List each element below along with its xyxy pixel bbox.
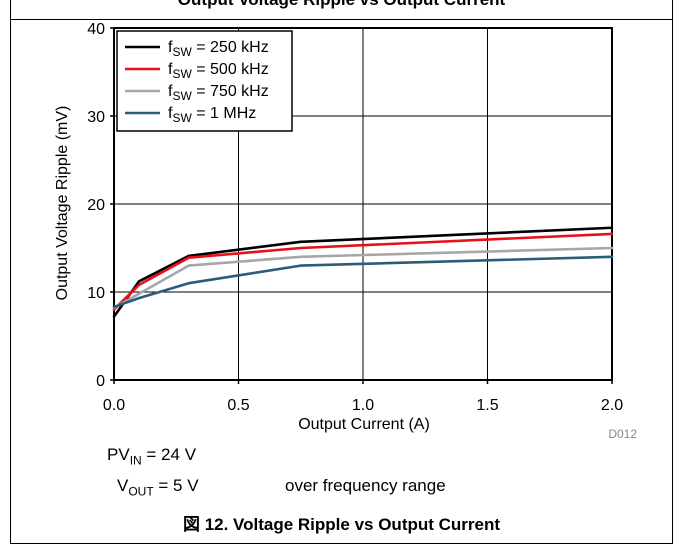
vout-main: V	[117, 476, 129, 495]
y-tick-label: 40	[87, 21, 105, 38]
legend-label-2: fSW = 750 kHz	[168, 83, 269, 103]
grid-layer	[114, 28, 612, 380]
series-line-1	[112, 232, 614, 311]
pvin-sub: IN	[129, 453, 142, 468]
pvin-value: = 24 V	[141, 445, 197, 464]
x-tick-label: 2.0	[601, 397, 623, 414]
x-axis-label: Output Current (A)	[298, 416, 430, 433]
legend-label-1: fSW = 500 kHz	[168, 61, 269, 81]
y-tick-label: 10	[87, 285, 105, 302]
x-tick-label: 0.0	[103, 397, 125, 414]
pvin-main: PV	[107, 445, 130, 464]
axis-layer: 0.0 0.5 1.0 1.5 2.0 0 10 20 30 40	[87, 21, 623, 414]
x-tick-label: 1.0	[352, 397, 374, 414]
figure-header-title: Output Voltage Ripple vs Output Current	[10, 0, 673, 10]
legend-label-3: fSW = 1 MHz	[168, 105, 256, 125]
vout-condition: VOUT = 5 V	[117, 476, 199, 498]
vout-sub: OUT	[128, 484, 154, 499]
y-tick-label: 20	[87, 197, 105, 214]
figure-code: D012	[608, 427, 637, 441]
y-tick-label: 0	[96, 373, 105, 390]
y-axis-label: Output Voltage Ripple (mV)	[54, 106, 71, 301]
series-layer	[112, 226, 614, 318]
x-tick-label: 0.5	[227, 397, 249, 414]
figure-caption: 図 12. Voltage Ripple vs Output Current	[182, 515, 501, 534]
vout-value: = 5 V	[153, 476, 199, 495]
legend-label-0: fSW = 250 kHz	[168, 39, 269, 59]
y-tick-label: 30	[87, 109, 105, 126]
series-line-2	[112, 246, 614, 310]
series-line-3	[112, 255, 614, 309]
x-tick-label: 1.5	[476, 397, 498, 414]
frequency-note: over frequency range	[285, 476, 446, 495]
figure-header: Output Voltage Ripple vs Output Current	[10, 0, 673, 20]
pvin-condition: PVIN = 24 V	[107, 445, 196, 467]
